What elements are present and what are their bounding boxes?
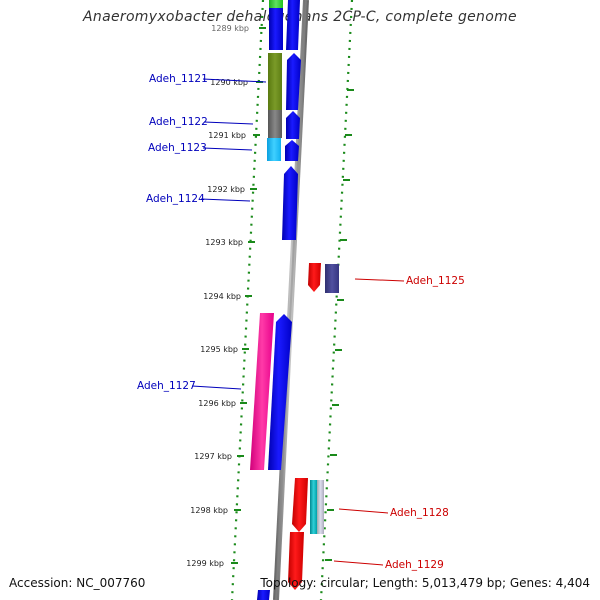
ruler-tick-label: 1296 kbp <box>198 399 236 408</box>
cog-box-gray <box>268 110 282 138</box>
gene-label-text[interactable]: Adeh_1128 <box>390 507 449 519</box>
gene-label-leader <box>202 147 253 151</box>
gene-arrow-forward[interactable] <box>285 140 299 161</box>
ruler-tick: 1292 kbp <box>207 185 257 194</box>
ruler-tick: 1289 kbp <box>211 24 266 33</box>
gene-label-text[interactable]: Adeh_1124 <box>146 193 205 205</box>
ruler-tick-label: 1298 kbp <box>190 506 228 515</box>
cog-category-boxes <box>250 0 283 470</box>
gene-arrow-forward[interactable] <box>286 0 300 50</box>
accession-label: Accession: NC_007760 <box>9 576 146 590</box>
gene-label-text[interactable]: Adeh_1123 <box>148 142 207 154</box>
gene-arrow-forward[interactable] <box>286 53 301 110</box>
ruler-tick: 1298 kbp <box>190 506 241 515</box>
ruler-tick-label: 1292 kbp <box>207 185 245 194</box>
gene-label-adeh-1122[interactable]: Adeh_1122 <box>149 116 254 128</box>
ruler-tick: 1294 kbp <box>203 292 252 301</box>
cog-box-green <box>269 0 283 8</box>
cog-box-lightgray <box>317 480 324 534</box>
gene-label-adeh-1127[interactable]: Adeh_1127 <box>137 380 242 392</box>
gene-label-adeh-1125[interactable]: Adeh_1125 <box>354 275 465 287</box>
gene-arrow-reverse[interactable] <box>288 532 304 590</box>
gene-label-text[interactable]: Adeh_1121 <box>149 73 208 85</box>
gene-arrow-reverse[interactable] <box>292 478 308 532</box>
gene-label-leader <box>333 560 384 566</box>
gene-label-text[interactable]: Adeh_1125 <box>406 275 465 287</box>
ruler-tick: 1295 kbp <box>200 345 249 354</box>
gene-arrow-forward[interactable] <box>257 590 270 600</box>
topology-label: Topology: circular; Length: 5,013,479 bp… <box>260 576 590 590</box>
map-title: Anaeromyxobacter dehalogenans 2CP-C, com… <box>83 9 517 25</box>
ruler-tick-label: 1291 kbp <box>208 131 246 140</box>
cog-box-blue <box>269 8 283 50</box>
gene-arrow-forward[interactable] <box>282 166 298 240</box>
gene-label-adeh-1128[interactable]: Adeh_1128 <box>338 507 449 519</box>
ruler-tick: 1299 kbp <box>186 559 238 568</box>
gene-label-adeh-1121[interactable]: Adeh_1121 <box>149 73 267 85</box>
gene-label-text[interactable]: Adeh_1129 <box>385 559 444 571</box>
gene-label-leader <box>202 78 267 83</box>
reverse-strand-genes <box>288 263 339 590</box>
ruler-tick-label: 1299 kbp <box>186 559 224 568</box>
forward-strand-genes <box>257 0 301 600</box>
gene-label-leader <box>203 121 254 125</box>
gene-arrow-reverse[interactable] <box>308 263 321 292</box>
ruler-tick-label: 1297 kbp <box>194 452 232 461</box>
cog-box-teal <box>310 480 317 534</box>
cog-box-pink <box>250 313 274 470</box>
ruler-tick: 1297 kbp <box>194 452 244 461</box>
gene-label-text[interactable]: Adeh_1127 <box>137 380 196 392</box>
gene-label-adeh-1124[interactable]: Adeh_1124 <box>146 193 251 205</box>
ruler-tick-label: 1289 kbp <box>211 24 249 33</box>
gene-arrow-forward[interactable] <box>286 111 300 139</box>
cog-box-olive <box>268 53 282 110</box>
ruler-tick-label: 1290 kbp <box>210 78 248 87</box>
gene-label-text[interactable]: Adeh_1122 <box>149 116 208 128</box>
right-rail-ticks <box>325 89 354 561</box>
cog-box-navy <box>325 264 339 293</box>
ruler-ticks: 1289 kbp 1290 kbp 1291 kbp 1292 kbp 1293… <box>186 24 266 568</box>
ruler-tick: 1296 kbp <box>198 399 247 408</box>
ruler-tick-label: 1294 kbp <box>203 292 241 301</box>
gene-label-leader <box>354 278 405 282</box>
ruler-tick: 1293 kbp <box>205 238 255 247</box>
gene-labels: Adeh_1121 Adeh_1122 Adeh_1123 Adeh_1124 … <box>137 73 465 571</box>
gene-label-leader <box>191 385 242 390</box>
gene-label-leader <box>200 198 251 202</box>
gene-label-leader <box>338 508 389 514</box>
gene-arrow-forward[interactable] <box>268 314 292 470</box>
gene-label-adeh-1129[interactable]: Adeh_1129 <box>333 559 444 571</box>
ruler-tick-label: 1295 kbp <box>200 345 238 354</box>
ruler-tick: 1291 kbp <box>208 131 260 140</box>
cog-box-cyan <box>267 138 281 161</box>
ruler-tick-label: 1293 kbp <box>205 238 243 247</box>
gene-label-adeh-1123[interactable]: Adeh_1123 <box>148 142 253 154</box>
